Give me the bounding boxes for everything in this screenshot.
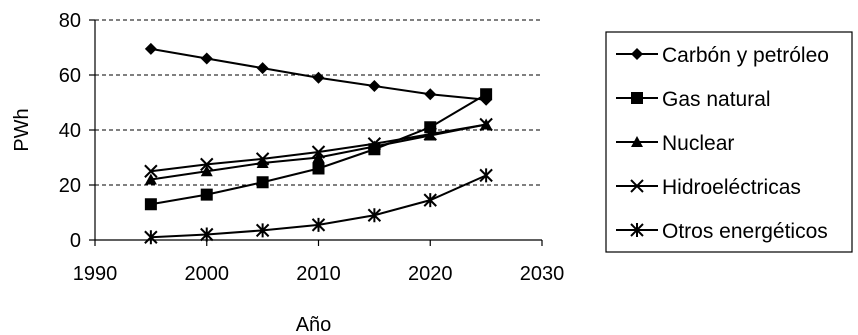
x-tick-labels: 1990 2000 2010 2020 2030	[73, 263, 565, 285]
data-point	[312, 71, 325, 84]
data-point	[255, 152, 270, 166]
legend-label: Otros energéticos	[662, 220, 828, 243]
y-tick-label: 60	[59, 65, 81, 87]
data-point	[479, 168, 493, 183]
data-point	[144, 173, 157, 185]
data-point	[312, 151, 325, 163]
series-3	[144, 117, 493, 178]
data-point	[312, 162, 325, 175]
y-tick-label: 80	[59, 10, 81, 32]
data-point	[144, 42, 157, 55]
data-point	[368, 80, 381, 92]
data-point	[255, 223, 270, 238]
x-tick-label: 2020	[408, 263, 453, 285]
data-point	[368, 140, 381, 152]
legend-item: Hidroeléctricas	[616, 176, 801, 199]
data-point	[144, 164, 158, 178]
y-tick-label: 20	[59, 175, 81, 197]
data-point	[479, 117, 493, 132]
x-tick-label: 2000	[185, 263, 230, 285]
legend-label: Gas natural	[662, 88, 771, 111]
data-point	[200, 165, 213, 177]
legend-item: Nuclear	[616, 132, 734, 155]
data-point	[480, 88, 493, 101]
series-0	[144, 42, 493, 106]
data-point	[367, 208, 382, 223]
x-tick-label: 2010	[296, 263, 341, 285]
y-tick-label: 40	[59, 120, 81, 142]
data-point	[423, 127, 437, 141]
series-lines	[144, 42, 493, 245]
data-point	[256, 176, 269, 189]
data-point	[256, 62, 269, 75]
legend-label: Nuclear	[662, 132, 734, 155]
data-point	[311, 145, 326, 159]
series-4	[144, 168, 493, 245]
legend-item: Otros energéticos	[616, 220, 828, 243]
data-point	[256, 157, 269, 168]
legend: Carbón y petróleo Gas natural Nuclear Hidro…	[605, 31, 853, 253]
data-point	[144, 198, 157, 211]
series-line	[150, 93, 487, 206]
series-1	[144, 88, 493, 211]
data-point	[367, 137, 382, 151]
data-point	[424, 88, 437, 101]
legend-marker	[631, 48, 643, 60]
x-axis-label: Año	[296, 314, 332, 335]
y-axis-label: PWh	[11, 108, 33, 151]
legend-item: Carbón y petróleo	[616, 44, 829, 67]
data-point	[423, 193, 437, 208]
legend-marker	[631, 136, 643, 147]
legend-label: Hidroeléctricas	[662, 176, 801, 199]
axes	[89, 19, 543, 246]
x-tick-label: 1990	[73, 263, 118, 285]
data-point	[144, 230, 158, 245]
legend-label: Carbón y petróleo	[662, 44, 829, 67]
data-point	[200, 188, 213, 201]
data-point	[311, 217, 326, 232]
data-point	[200, 52, 213, 65]
gridlines	[95, 19, 542, 186]
legend-marker	[630, 179, 644, 193]
data-point	[200, 227, 214, 242]
legend-item: Gas natural	[616, 88, 771, 111]
legend-marker	[631, 92, 643, 104]
data-point	[200, 157, 214, 172]
x-tick-label: 2030	[520, 263, 565, 285]
y-tick-label: 0	[70, 230, 81, 252]
y-tick-labels: 0 20 40 60 80	[59, 10, 81, 252]
legend-marker	[630, 223, 644, 237]
